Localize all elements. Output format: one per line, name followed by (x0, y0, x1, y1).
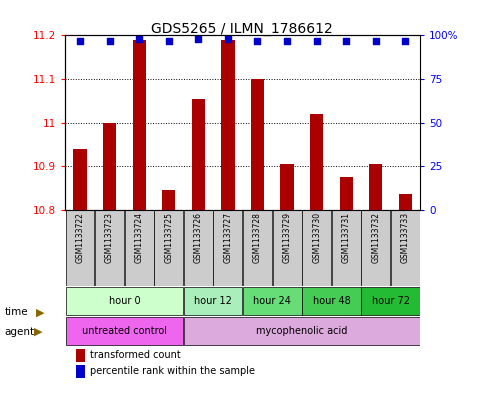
Bar (332, 209, 361, 286)
Text: GSM1133723: GSM1133723 (105, 212, 114, 263)
Point (313, 37, 321, 44)
Text: GSM1133722: GSM1133722 (75, 212, 85, 263)
Text: hour 72: hour 72 (371, 296, 410, 306)
Text: agent: agent (5, 327, 35, 337)
Point (165, 37, 172, 44)
Text: mycophenolic acid: mycophenolic acid (256, 326, 348, 336)
Bar (399, 195, 412, 209)
Bar (76, 365, 85, 378)
Point (106, 37, 114, 44)
Text: ▶: ▶ (34, 327, 43, 337)
Bar (192, 99, 205, 209)
Bar (272, 209, 301, 286)
Bar (73, 149, 86, 209)
Text: time: time (5, 307, 28, 318)
Point (401, 37, 409, 44)
Bar (243, 209, 272, 286)
Bar (251, 79, 264, 209)
Point (135, 36, 143, 42)
Bar (310, 114, 323, 209)
Point (372, 37, 380, 44)
Bar (243, 287, 301, 315)
Text: GSM1133733: GSM1133733 (401, 212, 410, 263)
Bar (103, 123, 116, 209)
Text: untreated control: untreated control (82, 326, 167, 336)
Text: hour 48: hour 48 (313, 296, 350, 306)
Text: ▶: ▶ (36, 307, 45, 318)
Point (342, 37, 350, 44)
Text: GDS5265 / ILMN_1786612: GDS5265 / ILMN_1786612 (151, 22, 332, 36)
Bar (154, 209, 183, 286)
Text: GSM1133730: GSM1133730 (312, 212, 321, 263)
Bar (369, 164, 383, 209)
Text: percentile rank within the sample: percentile rank within the sample (90, 366, 255, 376)
Bar (184, 287, 242, 315)
Text: GSM1133728: GSM1133728 (253, 212, 262, 263)
Text: hour 12: hour 12 (194, 296, 232, 306)
Bar (66, 287, 183, 315)
Bar (302, 287, 361, 315)
Text: GSM1133732: GSM1133732 (371, 212, 380, 263)
Text: transformed count: transformed count (90, 351, 181, 360)
Point (76, 37, 84, 44)
Bar (66, 317, 183, 345)
Bar (361, 209, 390, 286)
Point (224, 36, 232, 42)
Text: hour 0: hour 0 (109, 296, 140, 306)
Bar (76, 349, 85, 362)
Bar (340, 177, 353, 209)
Point (195, 36, 202, 42)
Bar (66, 209, 95, 286)
Point (283, 37, 291, 44)
Bar (95, 209, 124, 286)
Bar (302, 209, 331, 286)
Bar (391, 209, 420, 286)
Text: GSM1133727: GSM1133727 (224, 212, 232, 263)
Bar (221, 40, 235, 209)
Text: GSM1133729: GSM1133729 (283, 212, 292, 263)
Bar (184, 209, 213, 286)
Bar (361, 287, 420, 315)
Text: GSM1133724: GSM1133724 (135, 212, 143, 263)
Text: GSM1133726: GSM1133726 (194, 212, 203, 263)
Text: GSM1133725: GSM1133725 (164, 212, 173, 263)
Bar (162, 190, 175, 209)
Point (254, 37, 261, 44)
Bar (184, 317, 420, 345)
Bar (213, 209, 242, 286)
Bar (132, 40, 146, 209)
Text: hour 24: hour 24 (254, 296, 291, 306)
Text: GSM1133731: GSM1133731 (342, 212, 351, 263)
Bar (281, 164, 294, 209)
Bar (125, 209, 154, 286)
